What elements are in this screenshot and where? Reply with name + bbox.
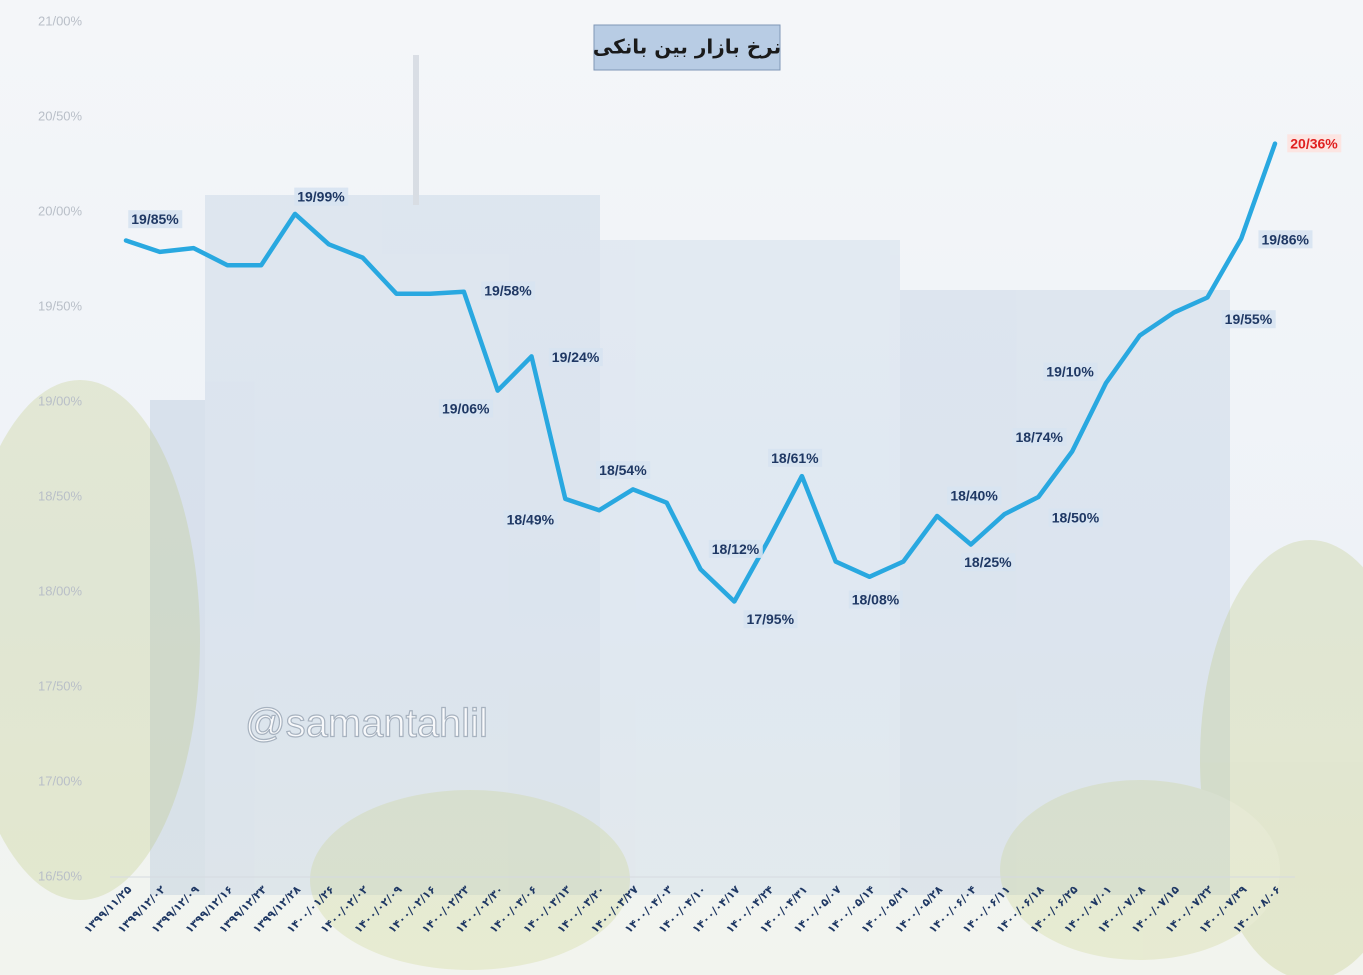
value-label: 19/10%	[1046, 364, 1094, 380]
value-label: 18/12%	[712, 541, 760, 557]
value-label: 19/24%	[552, 349, 600, 365]
value-label: 18/08%	[852, 592, 900, 608]
value-label-group: 18/50%	[1049, 509, 1103, 527]
value-label: 18/49%	[507, 512, 555, 528]
value-label-group: 18/49%	[504, 511, 558, 529]
value-label-group: 19/06%	[439, 399, 493, 417]
chart-title: نرخ بازار بین بانکی	[593, 35, 781, 59]
y-tick-label: 20/50%	[38, 108, 83, 123]
value-label-group: 18/12%	[709, 540, 763, 558]
y-tick-label: 17/50%	[38, 678, 83, 693]
value-label-group: 18/74%	[1012, 428, 1066, 446]
value-label-group: 18/61%	[768, 449, 822, 467]
value-label-group: 17/95%	[744, 610, 798, 628]
value-label: 18/40%	[950, 488, 998, 504]
value-label: 18/25%	[964, 554, 1012, 570]
value-label-group: 18/40%	[947, 487, 1001, 505]
value-label: 19/86%	[1261, 231, 1309, 247]
y-tick-label: 18/00%	[38, 583, 83, 598]
y-tick-label: 19/50%	[38, 298, 83, 313]
value-label: 20/36%	[1290, 135, 1338, 151]
value-label-group: 19/99%	[294, 188, 348, 206]
value-label-group: 20/36%	[1287, 134, 1341, 152]
value-label-group: 18/08%	[849, 591, 903, 609]
chart: @samantahlil نرخ بازار بین بانکی 16/50% 1…	[0, 0, 1363, 975]
value-label-group: 18/25%	[961, 553, 1015, 571]
value-label: 19/85%	[131, 211, 179, 227]
value-label: 19/99%	[297, 189, 345, 205]
value-label: 19/06%	[442, 400, 490, 416]
value-label: 19/55%	[1225, 311, 1273, 327]
y-tick-label: 20/00%	[38, 203, 83, 218]
y-tick-label: 18/50%	[38, 488, 83, 503]
value-label-group: 19/24%	[549, 348, 603, 366]
value-label: 18/61%	[771, 450, 819, 466]
value-label: 18/74%	[1015, 429, 1063, 445]
value-label-group: 19/58%	[481, 282, 535, 300]
y-tick-label: 17/00%	[38, 773, 83, 788]
value-label: 18/50%	[1052, 510, 1100, 526]
y-tick-label: 16/50%	[38, 868, 83, 883]
value-label: 19/58%	[484, 283, 532, 299]
value-label-group: 19/85%	[128, 210, 182, 228]
value-label-group: 19/10%	[1043, 363, 1097, 381]
value-label-group: 19/86%	[1258, 230, 1312, 248]
value-label-group: 19/55%	[1222, 310, 1276, 328]
value-label: 17/95%	[747, 611, 795, 627]
value-label-group: 18/54%	[596, 461, 650, 479]
value-label: 18/54%	[599, 462, 647, 478]
y-tick-label: 21/00%	[38, 13, 83, 28]
watermark: @samantahlil	[245, 702, 488, 746]
y-tick-label: 19/00%	[38, 393, 83, 408]
